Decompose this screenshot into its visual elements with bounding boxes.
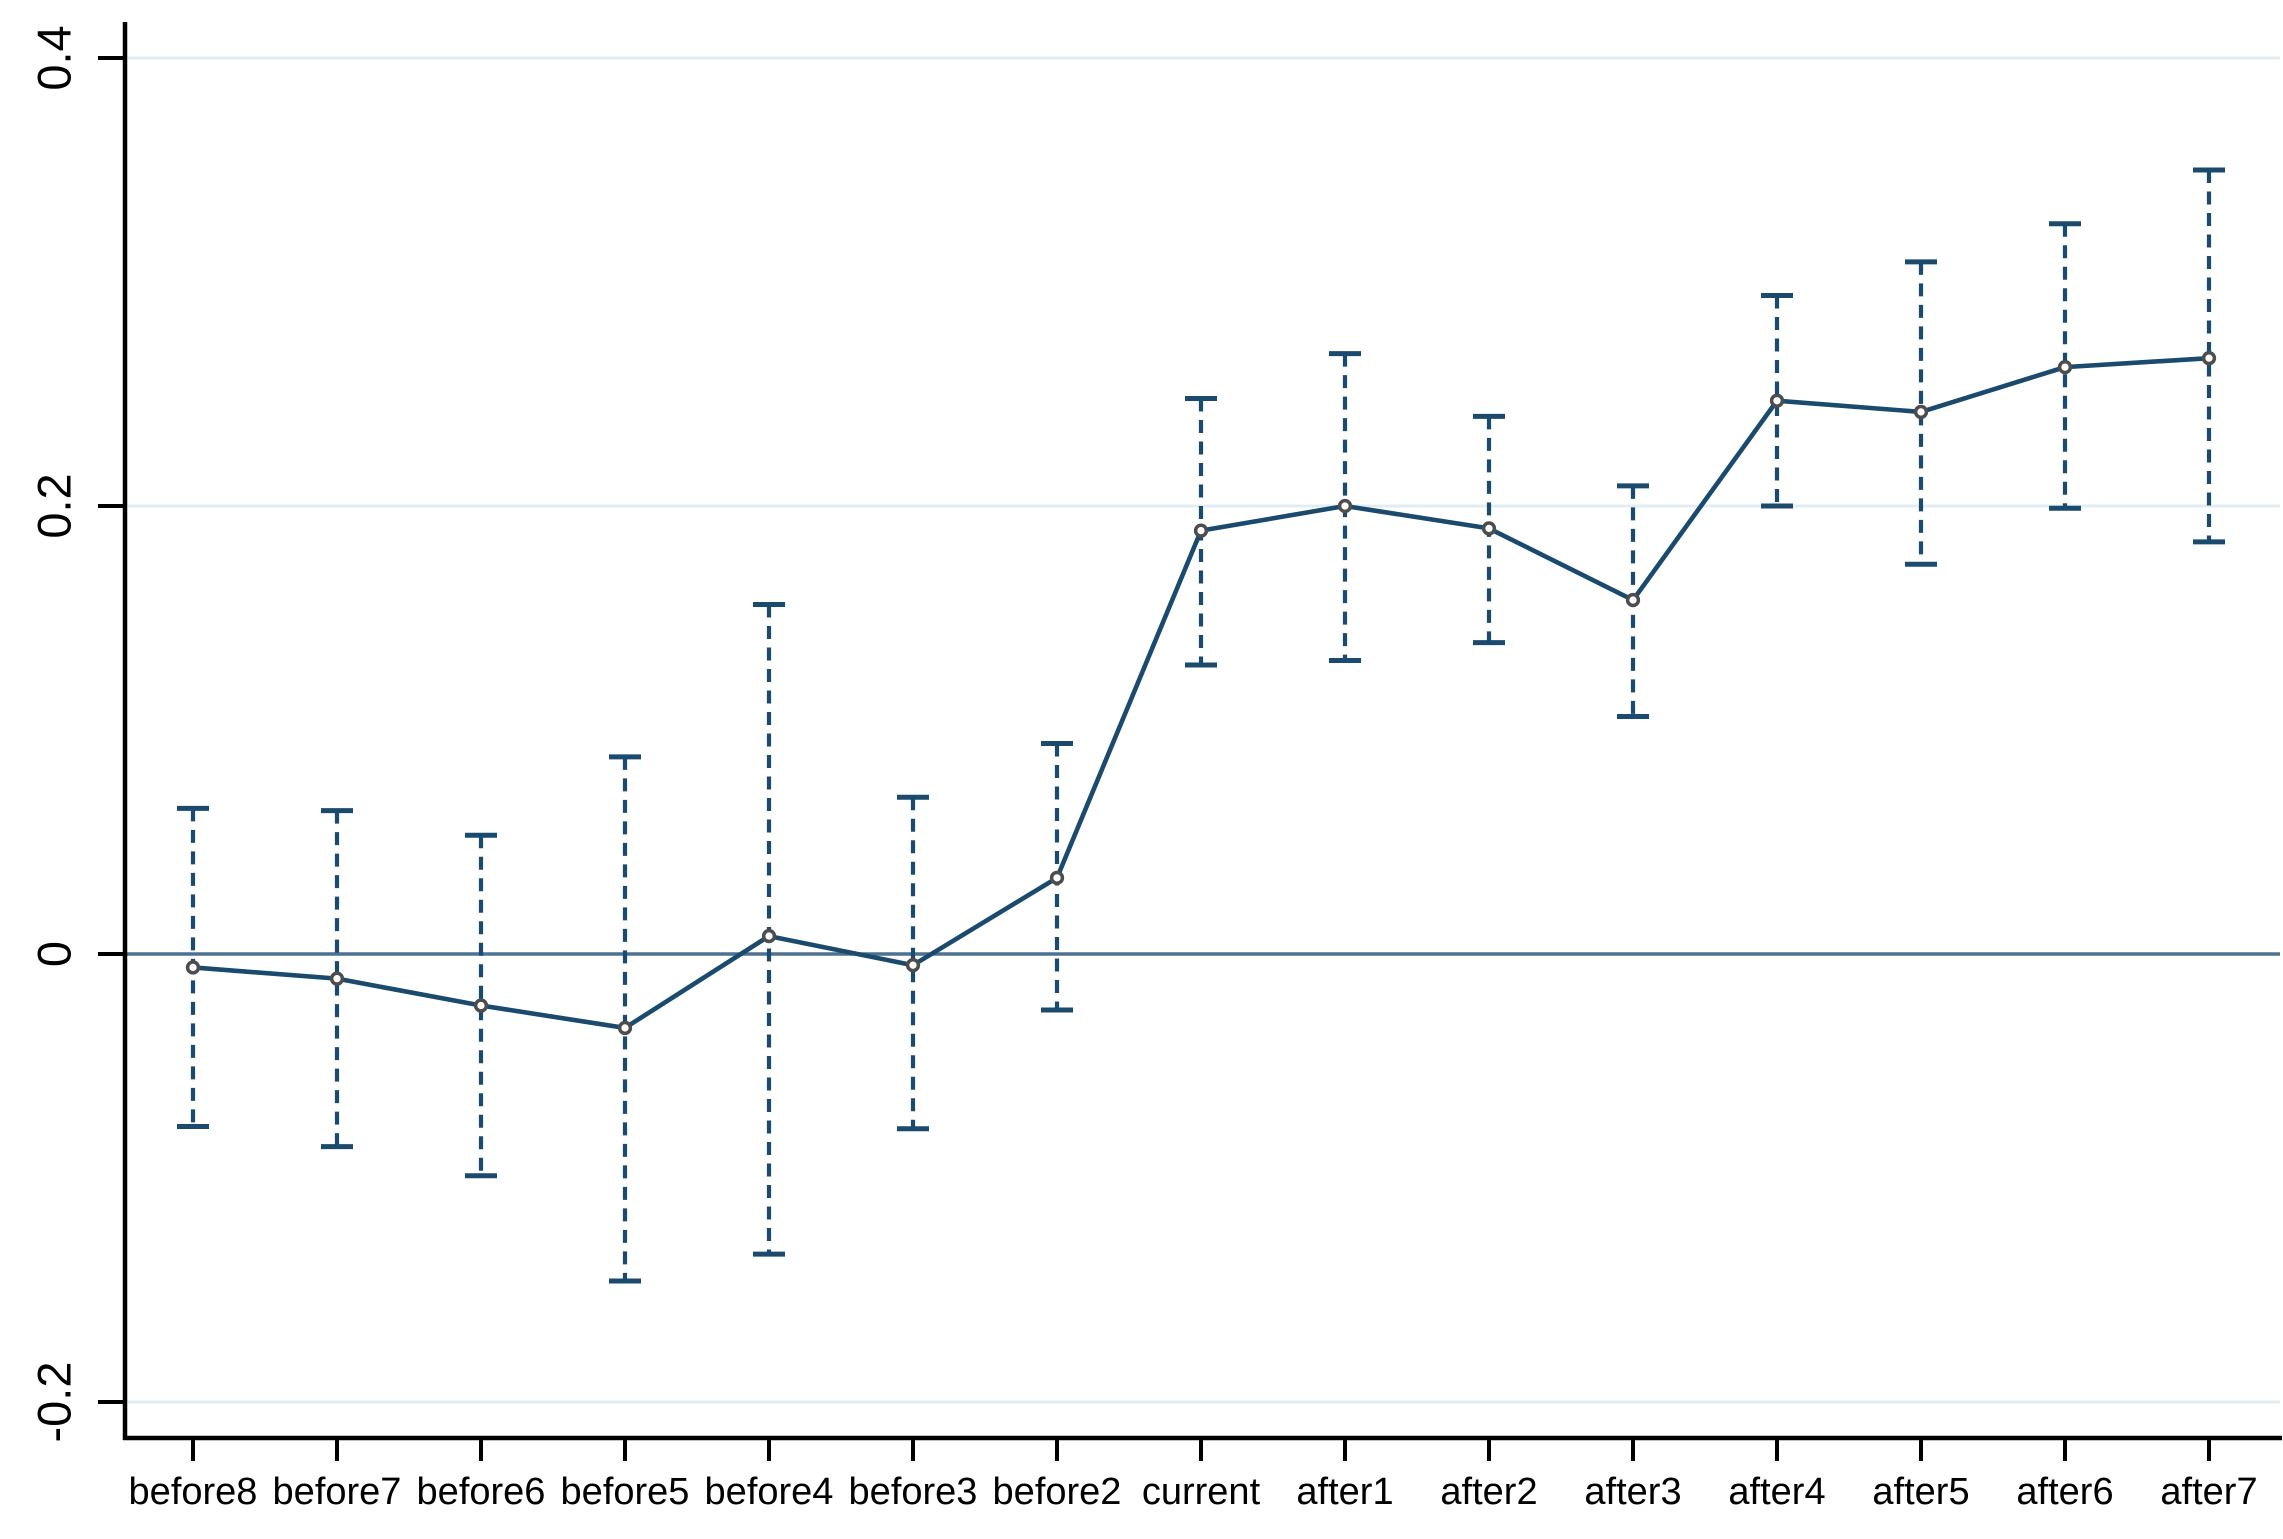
x-tick-label: before5 — [561, 1471, 690, 1513]
data-point-marker — [1337, 498, 1353, 514]
x-tick-label: current — [1142, 1471, 1261, 1513]
x-tick-label: after6 — [2016, 1471, 2113, 1513]
data-point-marker — [761, 928, 777, 944]
data-point-marker — [185, 960, 201, 975]
data-point-marker — [2057, 359, 2073, 375]
data-point-marker — [2201, 351, 2217, 366]
x-tick-label: after2 — [1440, 1471, 1537, 1513]
x-tick-label: after5 — [1872, 1471, 1969, 1513]
x-tick-label: after4 — [1728, 1471, 1825, 1513]
x-tick-label: before2 — [993, 1471, 1122, 1513]
y-tick-label: 0.4 — [27, 25, 80, 90]
data-point-marker — [1769, 393, 1785, 408]
x-tick-label: after1 — [1296, 1471, 1393, 1513]
data-point-marker — [473, 998, 489, 1013]
y-tick-label: -0.2 — [27, 1362, 80, 1443]
data-point-marker — [1481, 521, 1497, 536]
data-point-marker — [905, 958, 921, 973]
x-tick-label: before7 — [273, 1471, 402, 1513]
y-tick-label: 0.2 — [27, 473, 80, 538]
data-point-marker — [1193, 523, 1209, 538]
x-tick-label: after3 — [1584, 1471, 1681, 1513]
x-tick-label: before6 — [417, 1471, 546, 1513]
y-tick-label: 0 — [27, 941, 80, 967]
data-point-marker — [1913, 404, 1929, 420]
data-point-marker — [1625, 592, 1641, 608]
data-point-marker — [1049, 870, 1065, 885]
data-point-marker — [617, 1020, 633, 1036]
data-point-marker — [329, 971, 345, 986]
x-tick-label: before4 — [705, 1471, 834, 1513]
x-tick-label: before8 — [129, 1471, 258, 1513]
x-tick-label: before3 — [849, 1471, 978, 1513]
x-tick-label: after7 — [2160, 1471, 2257, 1513]
